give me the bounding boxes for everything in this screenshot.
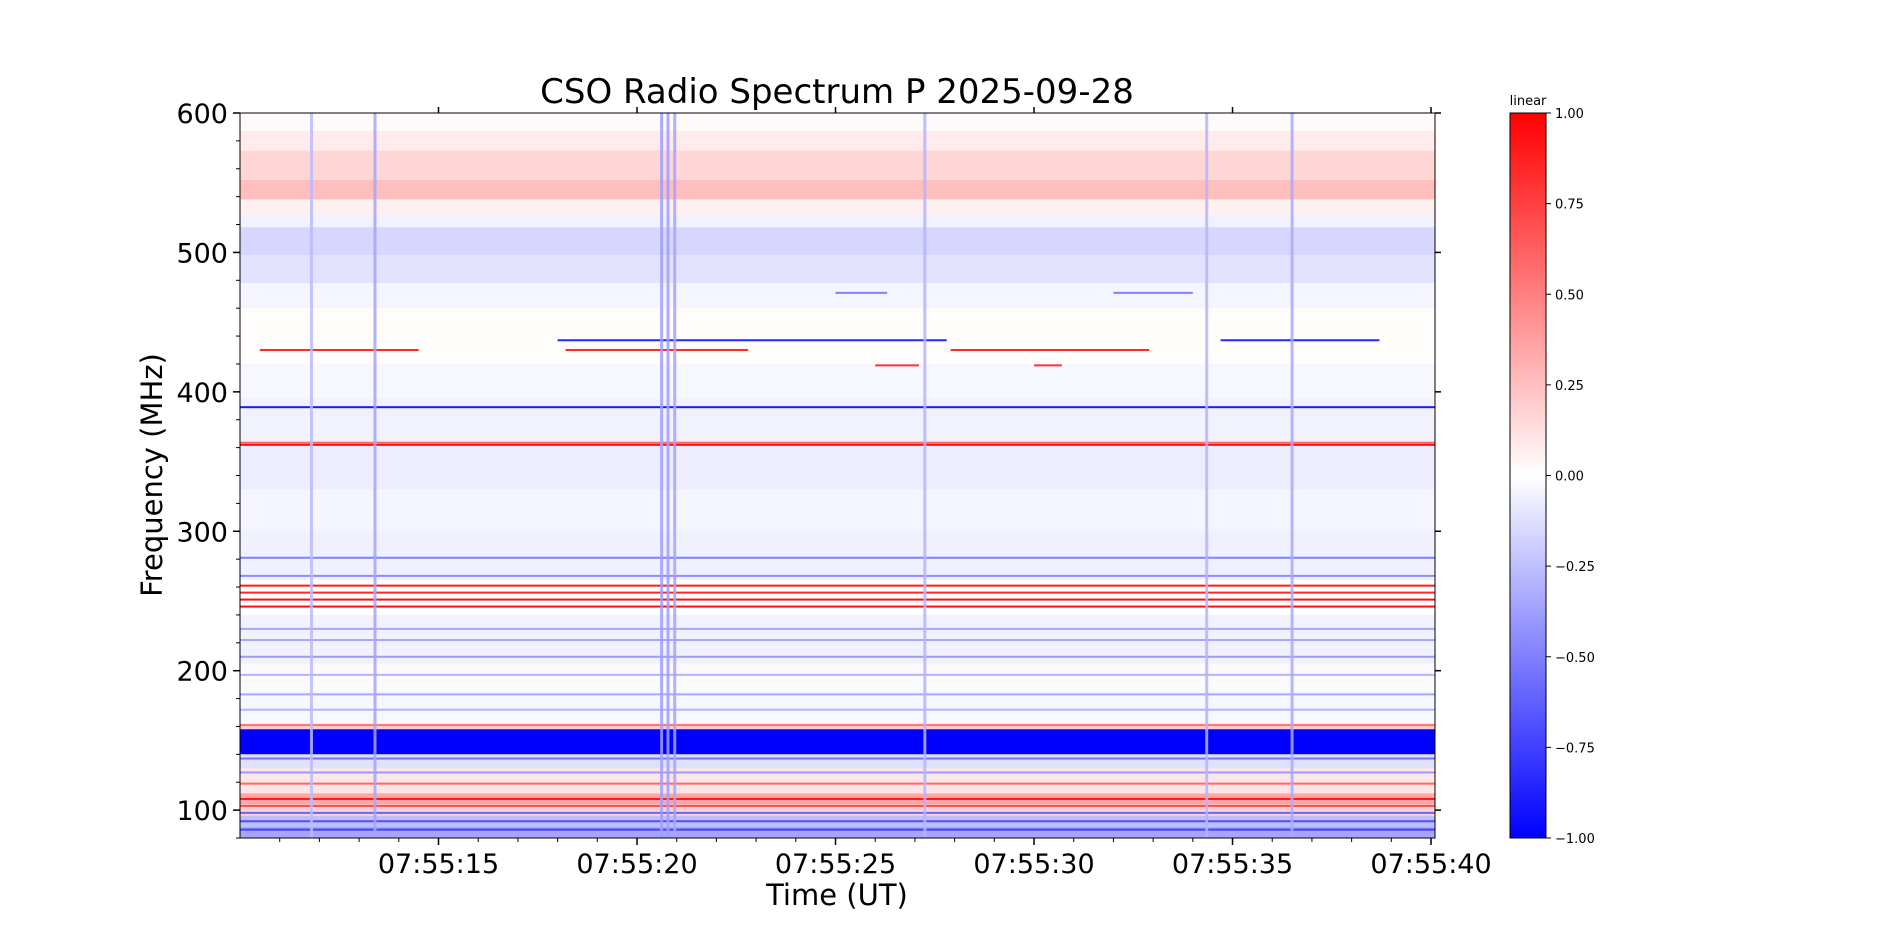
interference-line (240, 782, 1435, 785)
y-tick-label: 300 (176, 517, 228, 548)
y-tick-label: 200 (176, 657, 228, 688)
interference-line (240, 639, 1435, 642)
frequency-band (240, 826, 1435, 838)
interference-line (240, 771, 1435, 774)
x-tick-label: 07:55:15 (378, 849, 499, 880)
interference-line (240, 591, 1435, 594)
burst-column (660, 113, 664, 838)
frequency-band (240, 363, 1435, 399)
y-axis: 100 200 300 400 500 600 (176, 99, 1441, 839)
frequency-band (240, 150, 1435, 180)
frequency-band (240, 283, 1435, 309)
frequency-bands (240, 113, 1435, 838)
interference-line (240, 605, 1435, 608)
interference-line (259, 349, 419, 352)
colorbar-tick-label: 1.00 (1555, 107, 1584, 122)
frequency-band (240, 113, 1435, 132)
frequency-band (240, 754, 1435, 769)
interference-line (240, 443, 1435, 446)
interference-line (875, 364, 919, 367)
burst-column (309, 113, 313, 838)
frequency-band (240, 691, 1435, 724)
interference-line (240, 627, 1435, 630)
interference-line (240, 797, 1435, 800)
frequency-band (240, 131, 1435, 151)
interference-line (565, 349, 749, 352)
interference-line (240, 757, 1435, 760)
frequency-band (240, 729, 1435, 755)
x-tick-label: 07:55:35 (1172, 849, 1293, 880)
interference-line (240, 406, 1435, 409)
interference-line (240, 693, 1435, 696)
colorbar-tick-label: −0.50 (1555, 651, 1595, 666)
interference-line (240, 724, 1435, 727)
interference-line (950, 349, 1150, 352)
x-tick-label: 07:55:30 (973, 849, 1094, 880)
frequency-band (240, 663, 1435, 692)
burst-column (373, 113, 377, 838)
colorbar-tick-label: 0.25 (1555, 379, 1584, 394)
colorbar-tick-label: 0.00 (1555, 470, 1584, 485)
interference-line (240, 708, 1435, 711)
interference-line (240, 574, 1435, 577)
frequency-band (240, 179, 1435, 200)
x-axis: 07:55:15 07:55:20 07:55:25 07:55:30 07:55:35… (279, 107, 1492, 880)
time-bursts (309, 113, 1294, 838)
interference-line (240, 673, 1435, 676)
y-tick-label: 600 (176, 99, 228, 130)
x-tick-label: 07:55:20 (576, 849, 697, 880)
frequency-band (240, 398, 1435, 441)
colorbar-tick-label: −0.25 (1555, 560, 1595, 575)
interference-line (240, 598, 1435, 601)
colorbar-ticks: 1.00 0.75 0.50 0.25 0.00 −0.25 −0.50 −0.75 −1.00 (1546, 107, 1595, 847)
colorbar-tick-label: −1.00 (1555, 832, 1595, 847)
y-tick-label: 100 (176, 796, 228, 827)
frequency-band (240, 804, 1435, 816)
burst-column (666, 113, 670, 838)
frequency-band (240, 255, 1435, 284)
frequency-band (240, 723, 1435, 730)
interference-line (240, 441, 1435, 444)
interference-line (1113, 291, 1193, 294)
interference-line (1220, 339, 1380, 342)
frequency-band (240, 308, 1435, 364)
colorbar-gradient (1509, 112, 1547, 839)
burst-column (1205, 113, 1209, 838)
chart-title: CSO Radio Spectrum P 2025-09-28 (540, 72, 1134, 112)
y-tick-label: 400 (176, 378, 228, 409)
frequency-band (240, 531, 1435, 581)
interference-line (240, 804, 1435, 807)
interference-line (240, 556, 1435, 559)
interference-line (835, 291, 888, 294)
frequency-band (240, 227, 1435, 256)
burst-column (673, 113, 677, 838)
colorbar-tick-label: −0.75 (1555, 741, 1595, 756)
burst-column (1290, 113, 1294, 838)
interference-line (240, 828, 1435, 831)
heatmap-area (240, 113, 1435, 838)
frequency-band (240, 214, 1435, 228)
interference-line (557, 339, 947, 342)
x-tick-label: 07:55:25 (775, 849, 896, 880)
burst-column (923, 113, 927, 838)
x-tick-label: 07:55:40 (1370, 849, 1491, 880)
interference-line (240, 584, 1435, 587)
x-axis-label: Time (UT) (765, 878, 908, 912)
frequency-band (240, 489, 1435, 532)
frequency-band (240, 199, 1435, 215)
interference-line (240, 655, 1435, 658)
colorbar: linear 1.00 0.75 0.50 0.25 0.00 −0.25 −0.50 −0.… (1509, 94, 1595, 847)
interference-line (240, 811, 1435, 814)
frequency-band (240, 440, 1435, 490)
interference-line (1034, 364, 1062, 367)
y-tick-label: 500 (176, 238, 228, 269)
interference-line (240, 820, 1435, 823)
colorbar-label: linear (1510, 94, 1547, 109)
colorbar-tick-label: 0.50 (1555, 288, 1584, 303)
colorbar-tick-label: 0.75 (1555, 198, 1584, 213)
y-axis-label: Frequency (MHz) (135, 353, 169, 597)
